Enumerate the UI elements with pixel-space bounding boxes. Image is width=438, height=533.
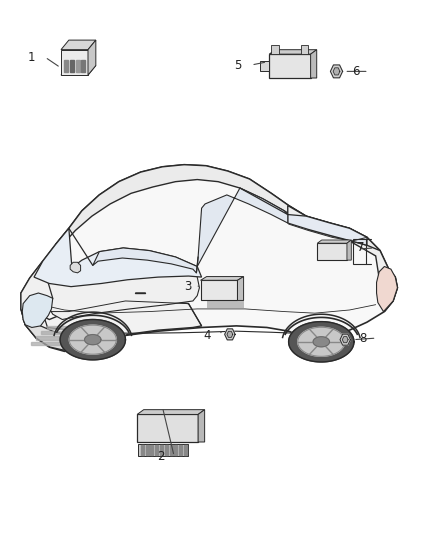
Polygon shape <box>21 261 53 333</box>
Polygon shape <box>93 248 197 273</box>
Polygon shape <box>301 45 308 54</box>
Polygon shape <box>237 277 244 301</box>
Polygon shape <box>330 65 343 78</box>
Polygon shape <box>225 329 235 340</box>
Polygon shape <box>201 277 244 280</box>
Polygon shape <box>207 288 244 308</box>
Polygon shape <box>45 258 199 319</box>
Polygon shape <box>141 445 144 455</box>
Polygon shape <box>165 445 168 455</box>
Polygon shape <box>70 262 81 273</box>
Polygon shape <box>333 68 340 75</box>
Polygon shape <box>155 445 158 455</box>
Polygon shape <box>61 66 96 75</box>
Text: 5: 5 <box>234 59 242 71</box>
Polygon shape <box>318 243 347 260</box>
Polygon shape <box>137 410 205 415</box>
Polygon shape <box>272 45 279 54</box>
Polygon shape <box>288 206 397 312</box>
Polygon shape <box>61 50 88 75</box>
Polygon shape <box>184 445 187 455</box>
Polygon shape <box>36 336 69 340</box>
Polygon shape <box>313 337 329 347</box>
Polygon shape <box>340 334 350 345</box>
Polygon shape <box>60 319 125 360</box>
Polygon shape <box>69 325 116 354</box>
Polygon shape <box>23 316 79 350</box>
Polygon shape <box>22 293 53 327</box>
Polygon shape <box>343 337 348 343</box>
Polygon shape <box>260 61 269 71</box>
Polygon shape <box>31 342 69 345</box>
Polygon shape <box>88 40 96 75</box>
Polygon shape <box>21 165 397 351</box>
Polygon shape <box>311 50 317 78</box>
Polygon shape <box>21 300 201 350</box>
Polygon shape <box>85 335 101 345</box>
Polygon shape <box>76 60 80 72</box>
Text: 8: 8 <box>360 332 367 344</box>
Text: 1: 1 <box>28 51 35 63</box>
Text: 6: 6 <box>352 65 359 78</box>
Text: 4: 4 <box>204 329 211 342</box>
Polygon shape <box>137 415 198 442</box>
Polygon shape <box>42 331 69 334</box>
Polygon shape <box>70 60 74 72</box>
Polygon shape <box>318 240 351 243</box>
Polygon shape <box>298 327 345 356</box>
Polygon shape <box>61 40 96 50</box>
Polygon shape <box>377 266 397 312</box>
Polygon shape <box>347 240 351 260</box>
Polygon shape <box>288 215 367 245</box>
Polygon shape <box>150 445 153 455</box>
Polygon shape <box>34 228 201 287</box>
Polygon shape <box>269 50 317 54</box>
Text: 2: 2 <box>157 450 165 463</box>
Polygon shape <box>64 60 68 72</box>
Text: 7: 7 <box>357 241 365 254</box>
Polygon shape <box>81 60 85 72</box>
Polygon shape <box>198 410 205 442</box>
Polygon shape <box>160 445 163 455</box>
Polygon shape <box>56 165 380 256</box>
Polygon shape <box>138 444 188 456</box>
Polygon shape <box>47 326 69 329</box>
Polygon shape <box>289 321 354 362</box>
Polygon shape <box>146 445 149 455</box>
Polygon shape <box>227 332 233 337</box>
Polygon shape <box>170 445 173 455</box>
Polygon shape <box>201 280 237 301</box>
Polygon shape <box>197 188 288 266</box>
Text: 3: 3 <box>185 280 192 293</box>
Polygon shape <box>269 54 311 78</box>
Polygon shape <box>179 445 182 455</box>
Polygon shape <box>174 445 177 455</box>
